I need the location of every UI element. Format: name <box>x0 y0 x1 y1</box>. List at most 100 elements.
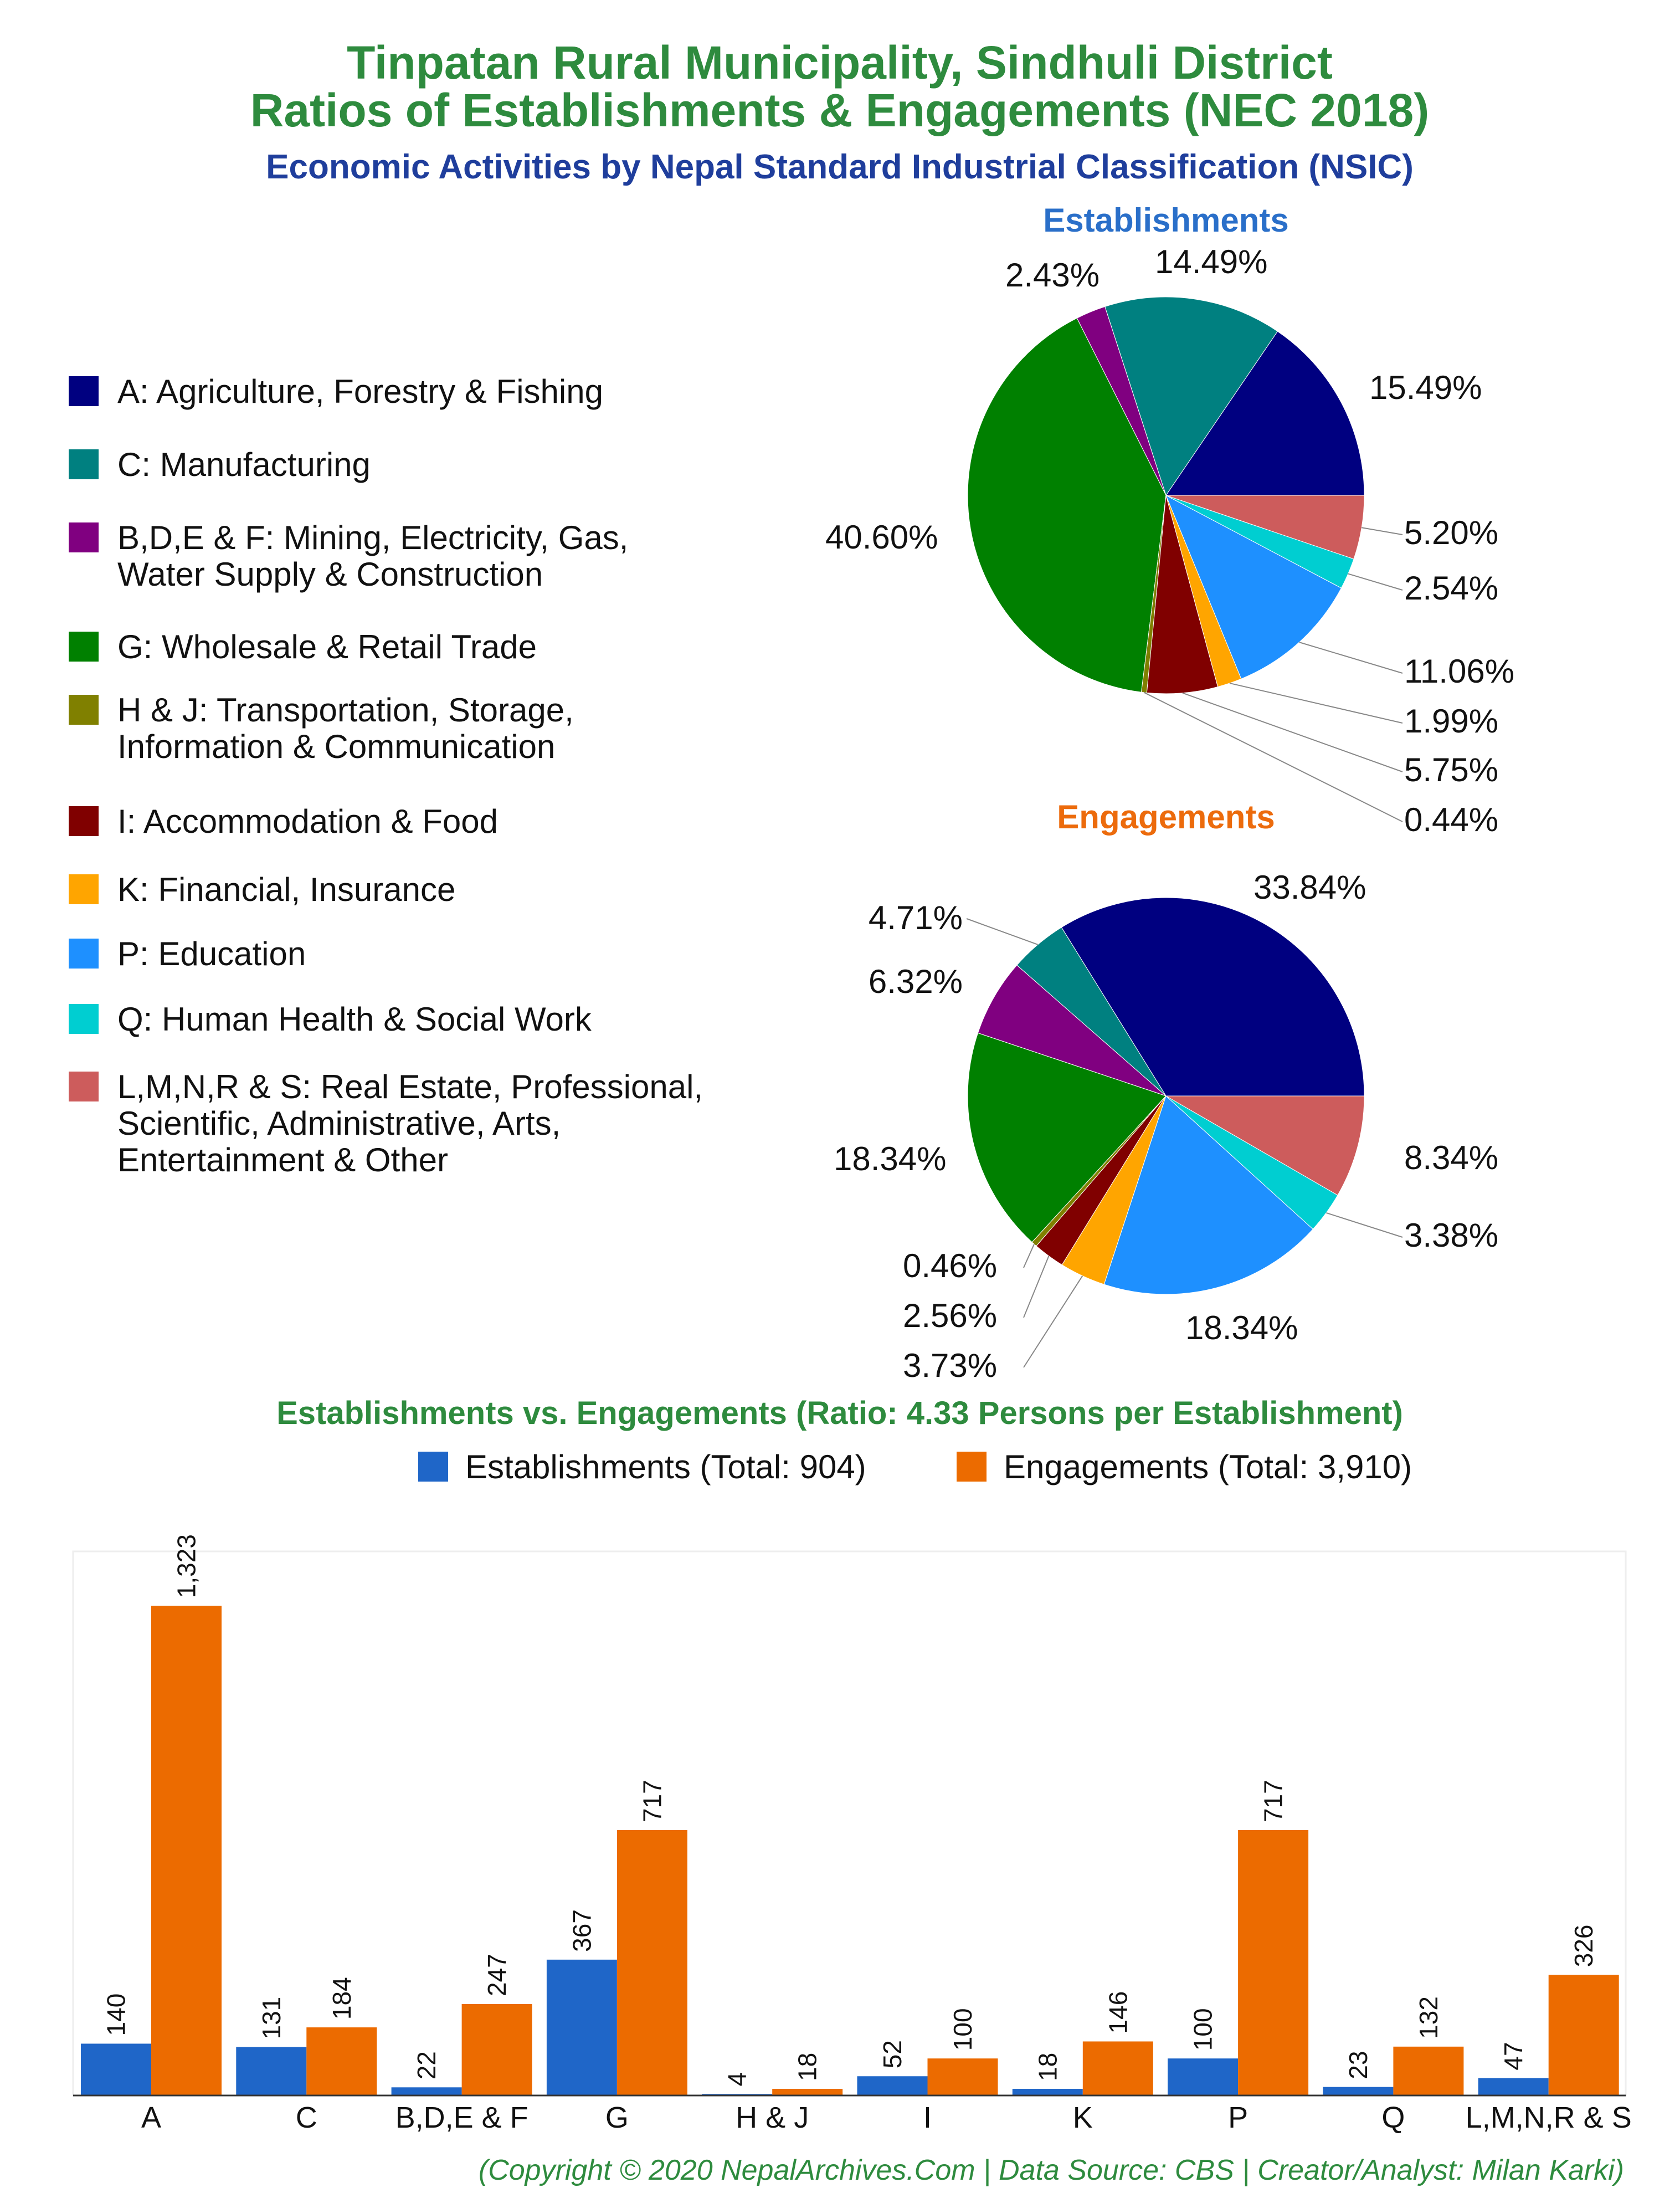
bar-value-label: 367 <box>567 1909 596 1952</box>
bar-value-label: 717 <box>638 1780 666 1822</box>
bar-engagements-q <box>1393 2046 1464 2095</box>
bar-engagements-a <box>151 1606 222 2095</box>
bar-value-label: 23 <box>1344 2051 1373 2079</box>
legend-swatch-icon <box>69 632 99 662</box>
bar-value-label: 184 <box>327 1977 356 2020</box>
pie-leader-line <box>1023 1256 1050 1318</box>
bar-establishments-b-d-e-f <box>391 2087 462 2095</box>
subtitle: Economic Activities by Nepal Standard In… <box>266 148 1414 186</box>
bar-value-label: 132 <box>1414 1996 1443 2039</box>
pie-value-label: 3.73% <box>903 1347 997 1384</box>
bar-legend-swatch-icon <box>957 1452 987 1482</box>
x-tick-label: G <box>605 2101 629 2134</box>
pie-slice-i <box>1146 495 1219 694</box>
legend-label: B,D,E & F: Mining, Electricity, Gas, <box>117 519 628 556</box>
pie-slice-g <box>967 1032 1167 1243</box>
bar-value-label: 22 <box>412 2051 441 2079</box>
pie-value-label: 2.43% <box>1005 257 1100 294</box>
pie-slice-c <box>1104 296 1278 496</box>
bar-legend: Establishments (Total: 904) Engagements (… <box>418 1448 1412 1485</box>
x-tick-label: H & J <box>736 2101 809 2134</box>
bar-engagements-p <box>1238 1830 1309 2095</box>
legend-label: G: Wholesale & Retail Trade <box>117 628 537 665</box>
legend-swatch-icon <box>69 939 99 969</box>
bar-legend-label: Establishments (Total: 904) <box>465 1448 866 1485</box>
bar-establishments-g <box>546 1959 617 2095</box>
bar-establishments-p <box>1168 2058 1239 2095</box>
legend-swatch-icon <box>69 1072 99 1101</box>
bar-legend-label: Engagements (Total: 3,910) <box>1004 1448 1412 1485</box>
bar-legend-swatch-icon <box>418 1452 448 1482</box>
pie-value-label: 11.06% <box>1404 653 1514 690</box>
engagements-pie: 33.84% 4.71% 6.32% 18.34% 0.46% 2.56% 3.73% 18.… <box>834 869 1498 1384</box>
bar-value-label: 131 <box>257 1997 286 2040</box>
legend-swatch-icon <box>69 522 99 552</box>
pie-value-label: 5.20% <box>1404 514 1498 551</box>
pie-value-label: 18.34% <box>834 1140 947 1177</box>
x-tick-label: L,M,N,R & S <box>1466 2101 1632 2134</box>
bar-engagements-h-j <box>772 2088 843 2095</box>
pie-leader-line <box>1143 691 1403 822</box>
legend-label: H & J: Transportation, Storage, <box>117 691 574 729</box>
pie-value-label: 14.49% <box>1155 243 1268 280</box>
pie-leader-line <box>1299 642 1403 674</box>
legend-swatch-icon <box>69 874 99 904</box>
pie-value-label: 2.54% <box>1404 570 1498 607</box>
pie-value-label: 8.34% <box>1404 1139 1498 1176</box>
pie-value-label: 5.75% <box>1404 751 1498 788</box>
bar-engagements-g <box>616 1830 687 2095</box>
pie-leader-line <box>1362 527 1403 535</box>
bar-chart-title: Establishments vs. Engagements (Ratio: 4… <box>276 1395 1403 1431</box>
legend-swatch-icon <box>69 695 99 725</box>
legend-label: K: Financial, Insurance <box>117 871 455 908</box>
title-line1: Tinpatan Rural Municipality, Sindhuli Di… <box>347 37 1333 89</box>
pie-leader-line <box>966 918 1038 945</box>
bar-establishments-a <box>81 2043 151 2095</box>
pie-value-label: 3.38% <box>1404 1217 1498 1254</box>
x-tick-label: Q <box>1381 2101 1405 2134</box>
pie-leader-line <box>1229 683 1403 724</box>
pie-slice-p <box>1103 1095 1313 1295</box>
legend-swatch-icon <box>69 1004 99 1034</box>
pie-value-label: 1.99% <box>1404 703 1498 740</box>
pie-slice-a <box>1165 331 1365 496</box>
x-tick-label: K <box>1073 2101 1093 2134</box>
legend-label: I: Accommodation & Food <box>117 803 498 840</box>
bar-value-label: 52 <box>878 2040 907 2068</box>
pie-value-label: 4.71% <box>869 899 963 936</box>
title-line2: Ratios of Establishments & Engagements (… <box>250 84 1430 136</box>
bar-value-label: 18 <box>1033 2053 1062 2081</box>
pie-slice-g <box>967 317 1167 693</box>
legend-label: Scientific, Administrative, Arts, <box>117 1105 561 1142</box>
bar-engagements-k <box>1082 2041 1153 2095</box>
bar-value-label: 47 <box>1499 2042 1528 2070</box>
bar-value-label: 4 <box>723 2072 752 2087</box>
pie-value-label: 18.34% <box>1185 1309 1298 1346</box>
pie-leader-line <box>1023 1244 1035 1268</box>
bar-establishments-q <box>1323 2087 1394 2095</box>
pie-slice-b-d-e-f <box>977 965 1167 1096</box>
legend-label: P: Education <box>117 935 306 972</box>
bar-value-label: 100 <box>1189 2008 1217 2051</box>
pie-value-label: 40.60% <box>825 519 938 556</box>
legend-label: A: Agriculture, Forestry & Fishing <box>117 373 603 410</box>
x-tick-label: P <box>1228 2101 1248 2134</box>
establishments-pie: 15.49% 14.49% 2.43% 40.60% 0.44% 5.75% 1.99% 11… <box>825 243 1514 838</box>
copyright-note: (Copyright © 2020 NepalArchives.Com | Da… <box>479 2154 1624 2186</box>
bar-engagements-b-d-e-f <box>461 2004 532 2095</box>
bar-value-label: 146 <box>1103 1991 1132 2034</box>
bar-engagements-c <box>306 2027 377 2095</box>
pie-value-label: 33.84% <box>1253 869 1366 906</box>
legend-label: Water Supply & Construction <box>117 556 543 593</box>
pie-value-label: 0.44% <box>1404 801 1498 838</box>
legend-swatch-icon <box>69 376 99 406</box>
bar-establishments-k <box>1012 2088 1083 2095</box>
x-tick-label: B,D,E & F <box>395 2101 528 2134</box>
x-tick-label: I <box>923 2101 932 2134</box>
engagements-pie-title: Engagements <box>1057 798 1275 836</box>
bar-establishments-l-m-n-r-s <box>1478 2078 1549 2095</box>
bar-value-label: 18 <box>793 2053 822 2081</box>
legend-label: Information & Communication <box>117 728 555 765</box>
pie-value-label: 2.56% <box>903 1297 997 1334</box>
